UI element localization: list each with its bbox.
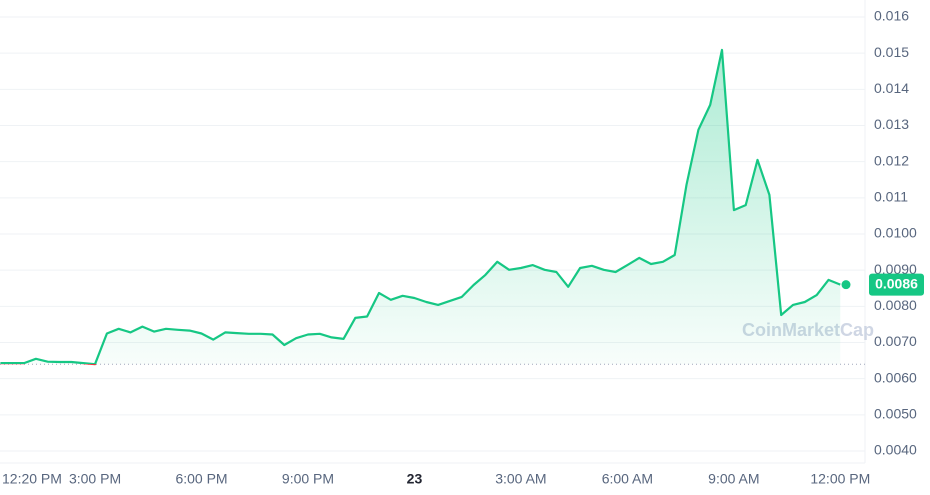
x-tick-label: 9:00 PM — [282, 471, 334, 487]
x-tick-label: 3:00 PM — [69, 471, 121, 487]
y-tick-label: 0.0060 — [874, 369, 917, 385]
y-tick-label: 0.0040 — [874, 442, 917, 458]
x-tick-label: 12:20 PM — [2, 471, 62, 487]
y-tick-label: 0.016 — [874, 8, 909, 24]
x-tick-label: 6:00 PM — [175, 471, 227, 487]
x-tick-label: 3:00 AM — [495, 471, 546, 487]
y-tick-label: 0.015 — [874, 44, 909, 60]
price-badge-label: 0.0086 — [875, 275, 918, 291]
y-tick-label: 0.013 — [874, 116, 909, 132]
y-tick-label: 0.0100 — [874, 225, 917, 241]
price-badge — [869, 273, 924, 296]
area — [0, 49, 841, 365]
price-line — [0, 48, 841, 366]
x-tick-label: 6:00 AM — [602, 471, 653, 487]
y-tick-label: 0.014 — [874, 80, 909, 96]
y-tick-label: 0.0090 — [874, 261, 917, 277]
x-tick-label: 9:00 AM — [708, 471, 759, 487]
y-tick-label: 0.0050 — [874, 406, 917, 422]
y-tick-label: 0.0070 — [874, 333, 917, 349]
y-tick-label: 0.012 — [874, 152, 909, 168]
y-tick-label: 0.0080 — [874, 297, 917, 313]
x-tick-label: 12:00 PM — [810, 471, 870, 487]
y-tick-label: 0.011 — [874, 189, 908, 205]
x-tick-label: 23 — [407, 471, 423, 487]
current-price-dot — [841, 280, 851, 290]
